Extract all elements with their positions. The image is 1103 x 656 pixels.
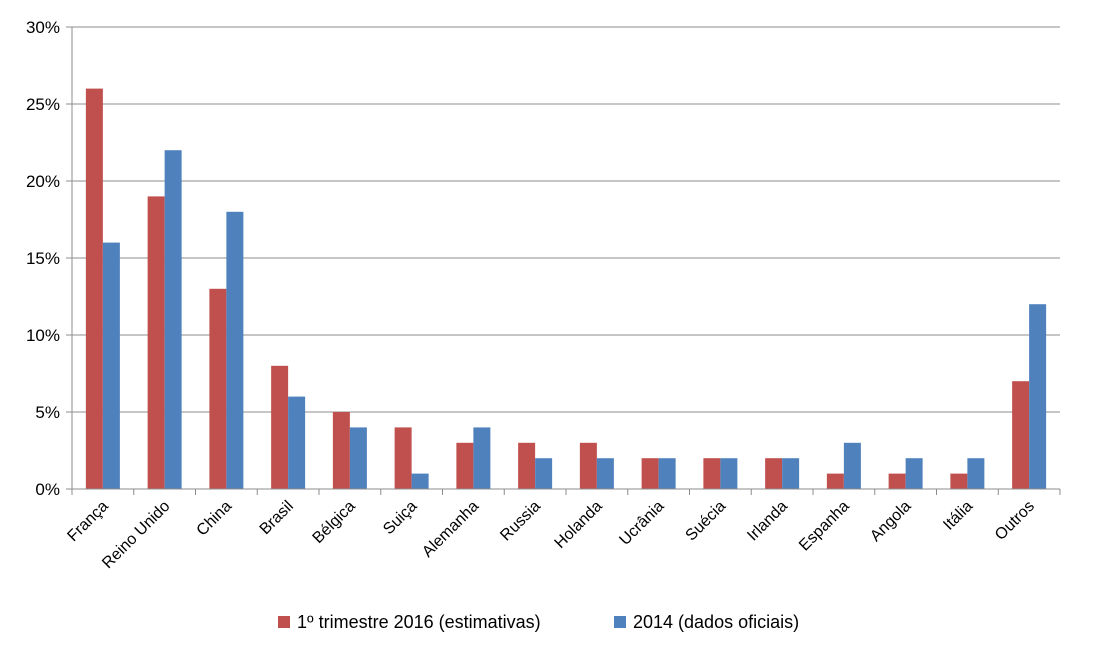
x-category-label: Suécia [683, 498, 730, 545]
x-category-label: China [194, 498, 236, 540]
x-category-label: França [64, 498, 111, 545]
bar-series1-9 [641, 458, 659, 489]
legend-swatch [614, 616, 626, 628]
x-category-label: Brasil [257, 498, 297, 538]
x-category-label: Espanha [796, 498, 853, 555]
bar-series2-5 [411, 473, 429, 489]
x-category-label: Suiça [380, 498, 420, 538]
bar-series1-6 [456, 442, 474, 489]
x-category-label: Irlanda [744, 498, 791, 545]
bar-series1-1 [147, 196, 165, 489]
bar-series1-13 [888, 473, 906, 489]
bars [85, 88, 1047, 490]
y-tick-label: 15% [26, 249, 60, 268]
bar-series2-3 [288, 396, 306, 489]
axes [66, 26, 1061, 495]
bar-series1-5 [394, 427, 412, 489]
legend-label: 1º trimestre 2016 (estimativas) [297, 612, 541, 632]
bar-series1-10 [703, 458, 721, 489]
bar-series2-12 [843, 442, 861, 489]
bar-series2-7 [535, 458, 553, 489]
y-tick-labels: 0% 5% 10% 15% 20% 25% 30% [26, 18, 60, 499]
x-category-label: Outros [992, 498, 1038, 544]
bar-series2-0 [102, 242, 120, 489]
bar-series2-14 [967, 458, 985, 489]
bar-series1-11 [765, 458, 783, 489]
bar-series1-12 [826, 473, 844, 489]
bar-series1-0 [85, 88, 103, 489]
legend-swatch [278, 616, 290, 628]
bar-series1-14 [950, 473, 968, 489]
legend-label: 2014 (dados oficiais) [633, 612, 799, 632]
x-category-label: Russia [497, 498, 544, 545]
bar-series2-4 [349, 427, 367, 489]
legend: 1º trimestre 2016 (estimativas) 2014 (dad… [278, 612, 799, 632]
bar-series1-4 [332, 412, 350, 489]
bar-series1-15 [1012, 381, 1030, 489]
bar-series2-13 [905, 458, 923, 489]
x-category-label: Angola [867, 498, 914, 545]
bar-series2-6 [473, 427, 491, 489]
y-tick-label: 10% [26, 326, 60, 345]
bar-series2-2 [226, 211, 244, 490]
bar-series1-7 [518, 442, 536, 489]
bar-series2-9 [658, 458, 676, 489]
bar-series1-2 [209, 288, 227, 489]
x-category-label: Ucrânia [616, 498, 667, 549]
y-tick-label: 25% [26, 95, 60, 114]
bar-series2-8 [596, 458, 614, 489]
bar-series1-8 [579, 442, 597, 489]
bar-series2-11 [782, 458, 800, 489]
x-category-label: Holanda [552, 498, 606, 552]
x-category-label: Bélgica [310, 498, 359, 547]
bar-series2-1 [164, 150, 182, 489]
x-category-label: Itália [940, 498, 976, 534]
y-tick-label: 20% [26, 172, 60, 191]
bar-series2-10 [720, 458, 738, 489]
y-tick-label: 30% [26, 18, 60, 37]
y-tick-label: 5% [35, 403, 60, 422]
bar-series1-3 [271, 365, 289, 489]
x-category-label: Alemanha [419, 498, 482, 561]
bar-series2-15 [1029, 304, 1047, 489]
y-tick-label: 0% [35, 480, 60, 499]
